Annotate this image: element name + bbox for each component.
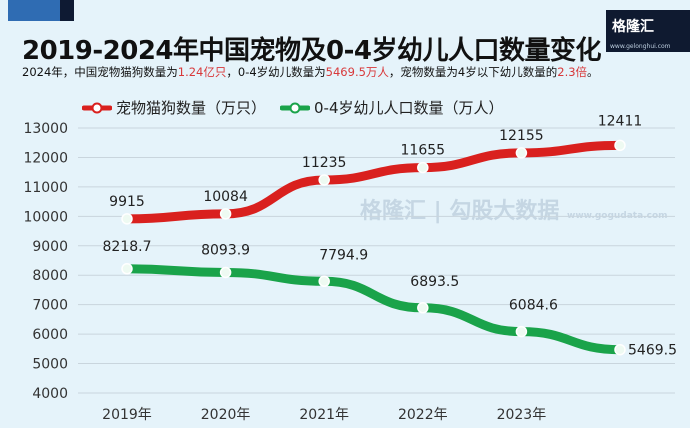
data-label: 8093.9 bbox=[201, 242, 250, 258]
data-point bbox=[219, 208, 232, 220]
y-tick-label: 10000 bbox=[23, 209, 68, 225]
decor-block-dark bbox=[60, 0, 74, 21]
legend-marker-children bbox=[280, 102, 311, 113]
data-label: 8218.7 bbox=[103, 239, 152, 255]
data-label: 7794.9 bbox=[319, 247, 368, 263]
x-tick-label: 2021年 bbox=[299, 407, 349, 423]
data-point bbox=[614, 139, 626, 152]
data-label: 6084.6 bbox=[509, 298, 558, 314]
data-point bbox=[417, 161, 429, 174]
y-tick-label: 8000 bbox=[32, 268, 68, 284]
data-point bbox=[121, 263, 133, 275]
x-tick-label: 2023年 bbox=[497, 407, 547, 423]
legend-marker-pets bbox=[82, 102, 112, 113]
data-label: 11235 bbox=[302, 155, 347, 171]
data-point bbox=[515, 147, 528, 159]
data-label: 9915 bbox=[109, 194, 145, 210]
y-tick-label: 11000 bbox=[23, 180, 68, 196]
data-point bbox=[318, 275, 330, 288]
y-tick-label: 13000 bbox=[23, 121, 68, 137]
y-tick-label: 12000 bbox=[23, 150, 68, 166]
data-point bbox=[121, 213, 133, 225]
data-label: 6893.5 bbox=[410, 274, 459, 290]
y-tick-label: 7000 bbox=[32, 298, 68, 314]
decor-block bbox=[8, 0, 60, 21]
data-point bbox=[318, 174, 330, 186]
legend-item-pets: 宠物猫狗数量（万只） bbox=[82, 97, 266, 118]
x-tick-label: 2022年 bbox=[398, 407, 448, 423]
data-point bbox=[515, 325, 528, 338]
x-tick-label: 2020年 bbox=[201, 407, 251, 423]
y-tick-label: 6000 bbox=[32, 327, 68, 343]
series-line-1 bbox=[122, 264, 625, 355]
data-point bbox=[219, 266, 232, 279]
chart-title: 2019-2024年中国宠物及0-4岁幼儿人口数量变化 bbox=[22, 36, 602, 66]
legend-item-children: 0-4岁幼儿人口数量（万人） bbox=[280, 97, 504, 118]
data-label: 5469.5 bbox=[628, 343, 677, 359]
chart-subtitle: 2024年，中国宠物猫狗数量为1.24亿只，0-4岁幼儿数量为5469.5万人，… bbox=[22, 65, 599, 79]
legend: 宠物猫狗数量（万只） 0-4岁幼儿人口数量（万人） bbox=[82, 97, 504, 118]
series-line-0 bbox=[122, 140, 625, 224]
data-point bbox=[417, 302, 429, 314]
y-tick-label: 9000 bbox=[32, 239, 68, 255]
y-tick-label: 4000 bbox=[32, 386, 68, 402]
data-label: 11655 bbox=[401, 143, 446, 159]
data-label: 10084 bbox=[203, 189, 248, 205]
logo: 格隆汇 www.gelonghui.com bbox=[606, 10, 690, 52]
data-label: 12411 bbox=[598, 113, 643, 129]
data-point bbox=[614, 343, 626, 356]
x-tick-label: 2019年 bbox=[102, 407, 152, 423]
data-label: 12155 bbox=[499, 128, 544, 144]
y-tick-label: 5000 bbox=[32, 357, 68, 373]
